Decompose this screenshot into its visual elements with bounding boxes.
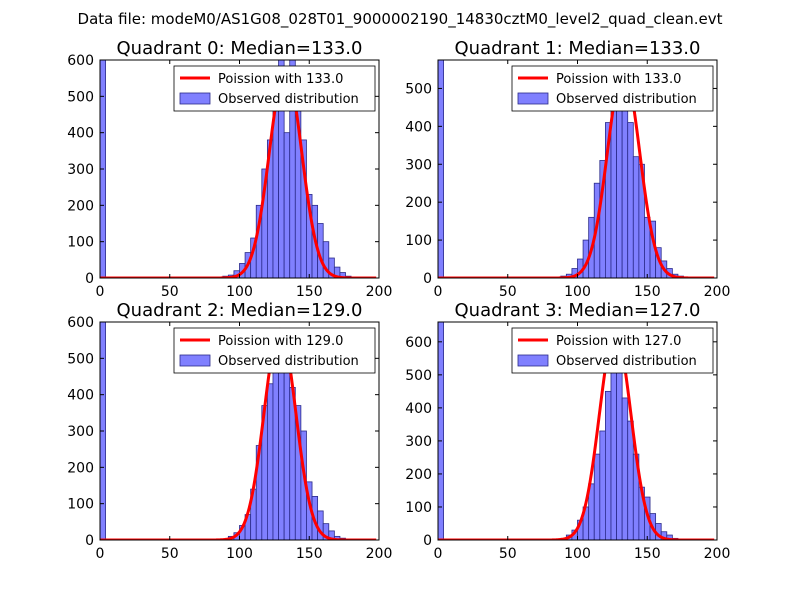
x-tick-label: 150	[296, 284, 323, 300]
legend: Poission with 127.0 Observed distribution	[511, 327, 714, 374]
legend-entry-bars: Observed distribution	[218, 354, 359, 369]
legend-entry-bars: Observed distribution	[218, 92, 359, 107]
y-tick-label: 300	[405, 157, 432, 173]
legend-entry-curve: Poission with 133.0	[556, 72, 681, 87]
y-tick-label: 200	[405, 467, 432, 483]
y-tick-label: 200	[405, 195, 432, 211]
histogram-bar	[621, 397, 629, 540]
y-tick-label: 100	[67, 235, 94, 251]
histogram-panel-2: 0 50 100 150 200 0 100 200 300 400 500 600 Quadrant …	[67, 300, 392, 562]
plot-area	[438, 322, 716, 540]
x-tick-label: 150	[634, 546, 661, 562]
legend: Poission with 133.0 Observed distribution	[511, 65, 714, 112]
y-tick-label: 300	[67, 424, 94, 440]
histogram-bar	[283, 132, 291, 278]
y-tick-label: 500	[405, 81, 432, 97]
x-tick-label: 0	[96, 546, 105, 562]
y-tick-label: 0	[423, 271, 432, 287]
y-tick-label: 500	[405, 368, 432, 384]
y-tick-label: 0	[423, 533, 432, 549]
histogram-bar	[272, 103, 279, 278]
plot-area	[100, 322, 378, 540]
x-tick-label: 50	[161, 546, 179, 562]
x-tick-label: 50	[499, 284, 517, 300]
legend-entry-bars: Observed distribution	[556, 354, 697, 369]
x-tick-label: 100	[226, 284, 253, 300]
poisson-curve	[100, 67, 378, 278]
y-tick-label: 500	[67, 351, 94, 367]
x-tick-label: 200	[704, 284, 731, 300]
legend-bar-swatch	[179, 92, 211, 105]
legend-entry-curve: Poission with 129.0	[218, 334, 343, 349]
histogram-bar	[627, 122, 634, 278]
poisson-curve	[438, 67, 716, 278]
y-tick-label: 0	[85, 533, 94, 549]
histogram-panel-3: 0 50 100 150 200 0 100 200 300 400 500 600 Quadrant …	[405, 300, 730, 562]
plot-area	[100, 60, 378, 278]
poisson-curve	[100, 327, 378, 540]
y-tick-label: 200	[67, 460, 94, 476]
histogram-bar	[593, 453, 601, 540]
legend-entry-curve: Poission with 127.0	[556, 334, 681, 349]
histogram-bar	[616, 354, 623, 540]
x-tick-label: 150	[634, 284, 661, 300]
panel-title: Quadrant 2: Median=129.0	[117, 300, 363, 321]
panel-title: Quadrant 3: Median=127.0	[455, 300, 701, 321]
histogram-bar	[328, 530, 335, 540]
histogram-bar	[599, 430, 606, 540]
y-tick-label: 400	[67, 126, 94, 142]
legend-bar-swatch	[517, 354, 549, 367]
y-tick-label: 100	[405, 500, 432, 516]
x-tick-label: 50	[161, 284, 179, 300]
histogram-bar	[438, 60, 444, 278]
histogram-bar	[438, 322, 444, 540]
histogram-panel-1: 0 50 100 150 200 0 100 200 300 400 500 Quadrant 1: …	[405, 38, 730, 300]
histogram-bar	[621, 99, 629, 278]
histogram-panel-0: 0 50 100 150 200 0 100 200 300 400 500 600 Quadrant …	[67, 38, 392, 300]
legend-bar-swatch	[517, 92, 549, 105]
panel-title: Quadrant 1: Median=133.0	[455, 38, 701, 59]
y-tick-label: 100	[67, 497, 94, 513]
y-tick-label: 300	[67, 162, 94, 178]
figure-title: Data file: modeM0/AS1G08_028T01_90000021…	[78, 10, 723, 29]
y-tick-label: 0	[85, 271, 94, 287]
y-tick-label: 300	[405, 434, 432, 450]
histogram-bar	[627, 420, 634, 540]
y-tick-label: 600	[405, 335, 432, 351]
legend-entry-curve: Poission with 133.0	[218, 72, 343, 87]
y-tick-label: 200	[67, 198, 94, 214]
x-tick-label: 100	[564, 546, 591, 562]
histogram-bar	[605, 390, 612, 540]
legend-box	[173, 327, 376, 374]
legend: Poission with 129.0 Observed distribution	[173, 327, 376, 374]
legend-entry-bars: Observed distribution	[556, 92, 697, 107]
x-tick-label: 0	[434, 546, 443, 562]
y-tick-label: 600	[67, 53, 94, 69]
x-tick-label: 100	[226, 546, 253, 562]
histogram-bar	[266, 383, 274, 540]
y-tick-label: 400	[405, 401, 432, 417]
x-tick-label: 50	[499, 546, 517, 562]
x-tick-label: 200	[366, 546, 393, 562]
y-tick-label: 400	[67, 388, 94, 404]
histogram-bar	[632, 156, 640, 278]
histogram-bar	[610, 348, 617, 540]
x-tick-label: 0	[96, 284, 105, 300]
y-tick-label: 100	[405, 233, 432, 249]
x-tick-label: 100	[564, 284, 591, 300]
x-tick-label: 150	[296, 546, 323, 562]
panel-title: Quadrant 0: Median=133.0	[117, 38, 363, 59]
y-tick-label: 400	[405, 119, 432, 135]
y-tick-label: 600	[67, 315, 94, 331]
legend-bar-swatch	[179, 354, 211, 367]
legend-box	[511, 327, 714, 374]
poisson-curve	[438, 330, 716, 540]
x-tick-label: 200	[704, 546, 731, 562]
x-tick-label: 200	[366, 284, 393, 300]
legend: Poission with 133.0 Observed distribution	[173, 65, 376, 112]
x-tick-label: 0	[434, 284, 443, 300]
y-tick-label: 500	[67, 89, 94, 105]
